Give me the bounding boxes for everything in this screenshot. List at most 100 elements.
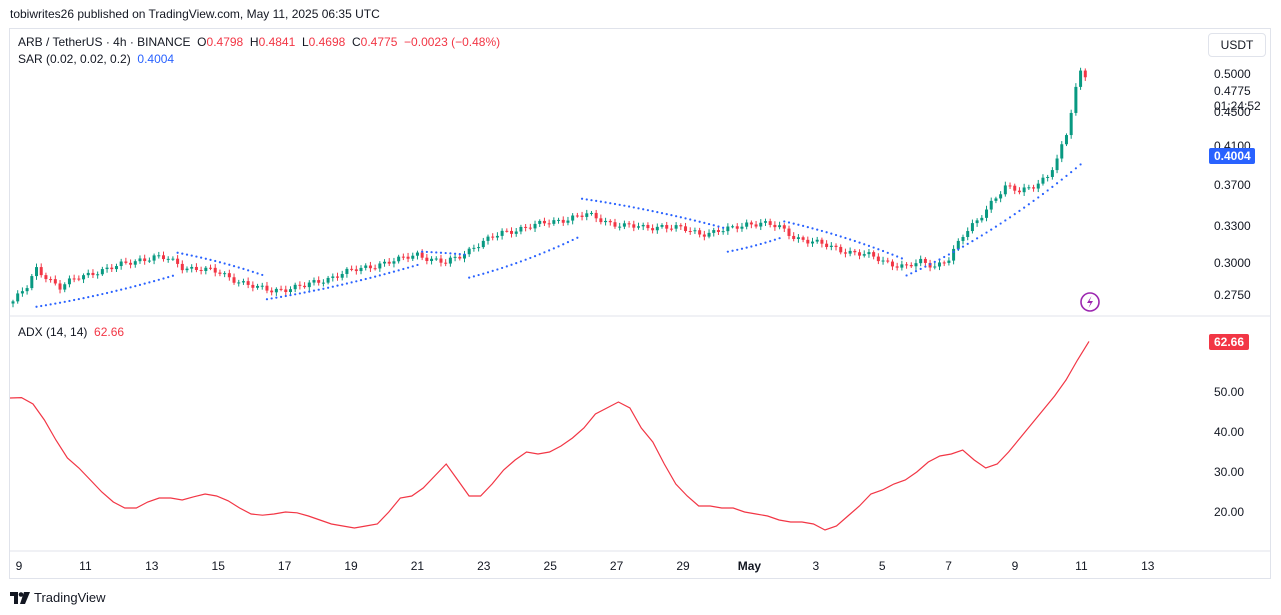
candle-body [646, 224, 650, 229]
sar-dot [96, 294, 99, 297]
candle-body [218, 272, 222, 274]
candle-body [975, 220, 979, 224]
price-axis[interactable]: 0.50000.45000.41000.37000.33000.30000.27… [1209, 67, 1261, 302]
candle-body [961, 237, 965, 241]
adx-name: ADX (14, 14) [18, 325, 88, 339]
price-tick-label: 0.3000 [1214, 256, 1251, 270]
sar-dot [176, 251, 179, 254]
sar-legend[interactable]: SAR (0.02, 0.02, 0.2) 0.4004 [18, 52, 174, 66]
sar-dot [990, 228, 993, 231]
sar-dot [204, 257, 207, 260]
sar-dot [816, 228, 819, 231]
sar-dot [369, 276, 372, 279]
candle-body [665, 225, 669, 229]
sar-dot [402, 267, 405, 271]
candle-body [147, 260, 151, 262]
candle-body [246, 281, 250, 285]
sar-dot [552, 247, 555, 250]
candle-body [1060, 144, 1064, 159]
sar-dot [327, 286, 330, 289]
candle-body [500, 230, 504, 236]
change-value: −0.0023 (−0.48%) [404, 35, 501, 49]
adx-legend[interactable]: ADX (14, 14) 62.66 [18, 325, 124, 339]
candle-body [778, 225, 782, 228]
candle-body [669, 228, 673, 230]
candle-body [825, 243, 829, 247]
sar-dot [129, 286, 132, 289]
alert-icon[interactable] [1080, 292, 1100, 312]
candle-body [528, 227, 532, 229]
sar-dot [515, 262, 518, 265]
sar-dot [261, 273, 264, 277]
sar-dot [985, 231, 988, 234]
sar-dot [613, 202, 617, 206]
sar-dot [590, 199, 593, 202]
time-tick-label: 7 [945, 559, 952, 573]
time-axis[interactable]: 9 11 13 15 17 19 21 23 25 27 29 May 3 5 7 9 11 13 [16, 559, 1155, 573]
candle-body [293, 284, 297, 290]
candle-body [340, 273, 344, 278]
sar-dot [35, 305, 38, 308]
candle-body [11, 301, 15, 304]
sar-dot [355, 280, 358, 283]
sar-dot [971, 240, 974, 243]
symbol-title[interactable]: ARB / TetherUS · 4h · BINANCE [18, 35, 191, 49]
candle-body [796, 237, 800, 239]
candle-body [119, 261, 123, 267]
sar-dot [896, 255, 899, 258]
candle-body [933, 266, 937, 268]
sar-dot [651, 210, 654, 213]
sar-dot [976, 237, 979, 240]
sar-dot [63, 300, 66, 303]
currency-button[interactable]: USDT [1208, 33, 1266, 57]
tradingview-logo[interactable]: TradingView [10, 590, 106, 605]
sar-dot [980, 234, 983, 237]
candle-body [862, 254, 866, 256]
adx-axis[interactable]: 50.00 40.00 30.00 20.00 62.66 [1209, 334, 1249, 519]
candle-body [481, 240, 485, 248]
candle-body [58, 283, 62, 290]
sar-dot [482, 272, 485, 275]
candle-body [557, 219, 561, 221]
candle-body [1003, 185, 1007, 195]
time-tick-label: 27 [610, 559, 624, 573]
sar-dot [1055, 182, 1059, 185]
candle-body [114, 266, 118, 270]
sar-dot [623, 204, 626, 207]
sar-dot [627, 205, 631, 208]
sar-dot [491, 269, 494, 273]
sar-dot [863, 243, 866, 246]
candle-body [298, 284, 302, 286]
sar-dot [284, 294, 287, 298]
candle-body [190, 266, 194, 269]
candle-body [834, 245, 838, 247]
sar-dot [910, 272, 913, 275]
candle-body [674, 225, 678, 229]
candles-layer [11, 67, 1087, 308]
sar-dot [190, 254, 193, 257]
candle-body [716, 230, 720, 232]
candle-body [1032, 187, 1036, 189]
sar-dot [740, 247, 744, 250]
sar-dot [1074, 167, 1077, 170]
sar-dot [501, 266, 504, 270]
sar-dot [675, 215, 678, 218]
sar-dot [505, 265, 508, 268]
sar-dot [928, 263, 932, 266]
candle-body [726, 226, 730, 232]
candle-body [740, 226, 744, 229]
sar-dot [604, 201, 607, 204]
candle-body [406, 256, 410, 259]
candle-body [227, 273, 231, 278]
sar-dot [91, 295, 95, 298]
sar-dot [383, 273, 386, 276]
sar-dot [609, 202, 612, 205]
candle-body [510, 230, 514, 234]
adx-tick-label: 50.00 [1214, 385, 1244, 399]
sar-dot [933, 260, 936, 263]
candle-body [519, 226, 523, 232]
candle-body [401, 256, 405, 258]
candle-body [895, 266, 899, 268]
candle-body [942, 262, 946, 264]
